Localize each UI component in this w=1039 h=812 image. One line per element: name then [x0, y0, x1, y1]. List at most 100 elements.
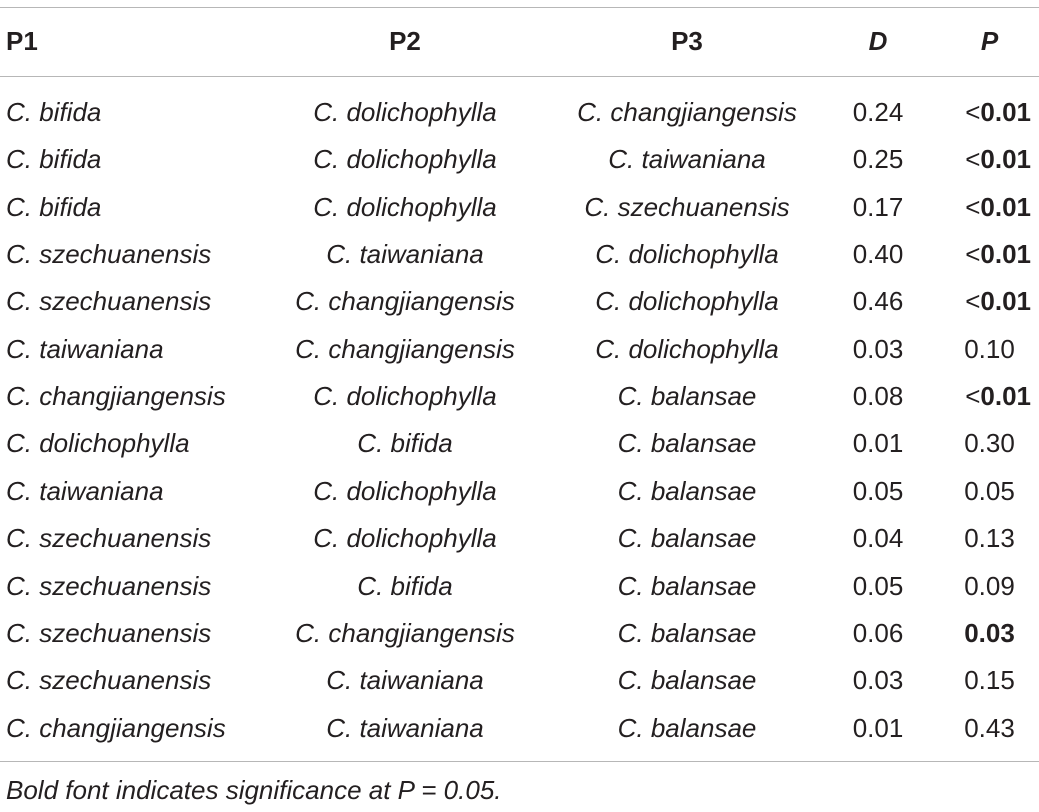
table-header-row: P1 P2 P3 D P — [0, 18, 1039, 65]
cell-p-value: 0.30 — [964, 428, 1015, 459]
cell-d: 0.05 — [852, 570, 904, 601]
cell-p3: C. balansae — [617, 428, 757, 459]
cell-p-value: 0.03 — [964, 617, 1015, 648]
cell-p-prefix: < — [965, 286, 981, 317]
cell-p-value: 0.05 — [964, 475, 1015, 506]
cell-p1: C. szechuanensis — [6, 286, 212, 317]
table-row: C. szechuanensis C. bifida C. balansae 0.05… — [0, 563, 1039, 610]
cell-d: 0.03 — [852, 333, 904, 364]
table-row: C. taiwaniana C. changjiangensis C. dolich… — [0, 326, 1039, 373]
table-row: C. changjiangensis C. dolichophylla C. bal… — [0, 373, 1039, 420]
cell-p1: C. szechuanensis — [6, 617, 212, 648]
cell-d: 0.01 — [852, 712, 904, 743]
cell-p3: C. balansae — [617, 712, 757, 743]
cell-p2: C. dolichophylla — [313, 475, 497, 506]
cell-p3: C. dolichophylla — [595, 333, 779, 364]
cell-p2: C. dolichophylla — [313, 97, 497, 127]
cell-p-prefix: < — [965, 239, 981, 270]
cell-p1: C. szechuanensis — [6, 570, 212, 601]
cell-p-value: 0.01 — [980, 286, 1031, 317]
cell-p: <0.01 — [965, 278, 1031, 325]
cell-p: 0.10 — [940, 326, 1039, 373]
cell-p: <0.01 — [965, 184, 1031, 231]
cell-p1: C. bifida — [6, 97, 102, 127]
cell-p-value: 0.01 — [980, 144, 1031, 175]
cell-p-prefix: < — [965, 381, 981, 412]
cell-d: 0.46 — [852, 286, 904, 317]
table-row: C. bifida C. dolichophylla C. changjiangen… — [0, 89, 1039, 136]
header-p1: P1 — [6, 26, 38, 56]
cell-p: <0.01 — [965, 373, 1031, 420]
cell-p3: C. dolichophylla — [595, 286, 779, 317]
header-p3: P3 — [671, 26, 703, 56]
top-rule — [0, 7, 1039, 8]
cell-p-value: 0.15 — [964, 665, 1015, 696]
cell-p2: C. dolichophylla — [313, 381, 497, 412]
cell-p3: C. szechuanensis — [584, 191, 790, 222]
cell-p1: C. taiwaniana — [6, 333, 164, 364]
cell-p2: C. bifida — [357, 428, 453, 459]
cell-p3: C. balansae — [617, 617, 757, 648]
cell-p-prefix: < — [965, 191, 981, 222]
cell-p: <0.01 — [965, 89, 1031, 136]
cell-p: <0.01 — [965, 231, 1031, 278]
cell-p-prefix: < — [965, 144, 981, 175]
table-row: C. szechuanensis C. taiwaniana C. balansae… — [0, 657, 1039, 704]
cell-p2: C. changjiangensis — [295, 286, 515, 317]
table-row: C. taiwaniana C. dolichophylla C. balansae… — [0, 468, 1039, 515]
cell-p3: C. dolichophylla — [595, 239, 779, 270]
table-row: C. bifida C. dolichophylla C. szechuanensi… — [0, 184, 1039, 231]
cell-p3: C. balansae — [617, 665, 757, 696]
cell-p3: C. balansae — [617, 475, 757, 506]
table-footnote: Bold font indicates significance at P = … — [6, 775, 502, 805]
cell-p-value: 0.13 — [964, 523, 1015, 554]
header-d: D — [868, 26, 888, 56]
cell-p2: C. taiwaniana — [326, 239, 484, 270]
cell-p: 0.09 — [940, 563, 1039, 610]
cell-p1: C. szechuanensis — [6, 665, 212, 696]
cell-p2: C. changjiangensis — [295, 333, 515, 364]
table-row: C. changjiangensis C. taiwaniana C. balans… — [0, 705, 1039, 752]
cell-p1: C. szechuanensis — [6, 239, 212, 270]
cell-d: 0.05 — [852, 475, 904, 506]
cell-p2: C. dolichophylla — [313, 191, 497, 222]
bottom-rule — [0, 761, 1039, 762]
cell-p2: C. taiwaniana — [326, 712, 484, 743]
cell-p-value: 0.01 — [980, 239, 1031, 270]
cell-p1: C. szechuanensis — [6, 523, 212, 554]
cell-p2: C. dolichophylla — [313, 523, 497, 554]
cell-p: 0.30 — [940, 420, 1039, 467]
cell-p1: C. bifida — [6, 191, 102, 222]
cell-p1: C. changjiangensis — [6, 712, 226, 743]
cell-d: 0.01 — [852, 428, 904, 459]
table-row: C. szechuanensis C. changjiangensis C. bal… — [0, 610, 1039, 657]
cell-p1: C. bifida — [6, 144, 102, 175]
table-row: C. bifida C. dolichophylla C. taiwaniana 0.… — [0, 136, 1039, 183]
cell-d: 0.04 — [852, 523, 904, 554]
header-rule — [0, 76, 1039, 77]
header-p2: P2 — [389, 26, 421, 56]
table-row: C. szechuanensis C. dolichophylla C. balan… — [0, 515, 1039, 562]
cell-d: 0.40 — [852, 239, 904, 270]
cell-p3: C. balansae — [617, 523, 757, 554]
cell-p: 0.05 — [940, 468, 1039, 515]
cell-p-value: 0.10 — [964, 333, 1015, 364]
cell-p1: C. changjiangensis — [6, 381, 226, 412]
cell-p: 0.15 — [940, 657, 1039, 704]
cell-d: 0.08 — [852, 381, 904, 412]
cell-p: <0.01 — [965, 136, 1031, 183]
cell-p3: C. balansae — [617, 381, 757, 412]
table-row: C. dolichophylla C. bifida C. balansae 0.01… — [0, 420, 1039, 467]
cell-p3: C. changjiangensis — [577, 97, 797, 127]
cell-p: 0.13 — [940, 515, 1039, 562]
cell-d: 0.24 — [852, 97, 904, 127]
cell-p3: C. taiwaniana — [608, 144, 766, 175]
cell-d: 0.03 — [852, 665, 904, 696]
header-p: P — [980, 26, 999, 56]
table-row: C. szechuanensis C. changjiangensis C. dol… — [0, 278, 1039, 325]
cell-p-value: 0.01 — [980, 191, 1031, 222]
cell-p-value: 0.43 — [964, 712, 1015, 743]
cell-p-prefix: < — [965, 97, 981, 127]
cell-p: 0.03 — [940, 610, 1039, 657]
cell-p2: C. taiwaniana — [326, 665, 484, 696]
